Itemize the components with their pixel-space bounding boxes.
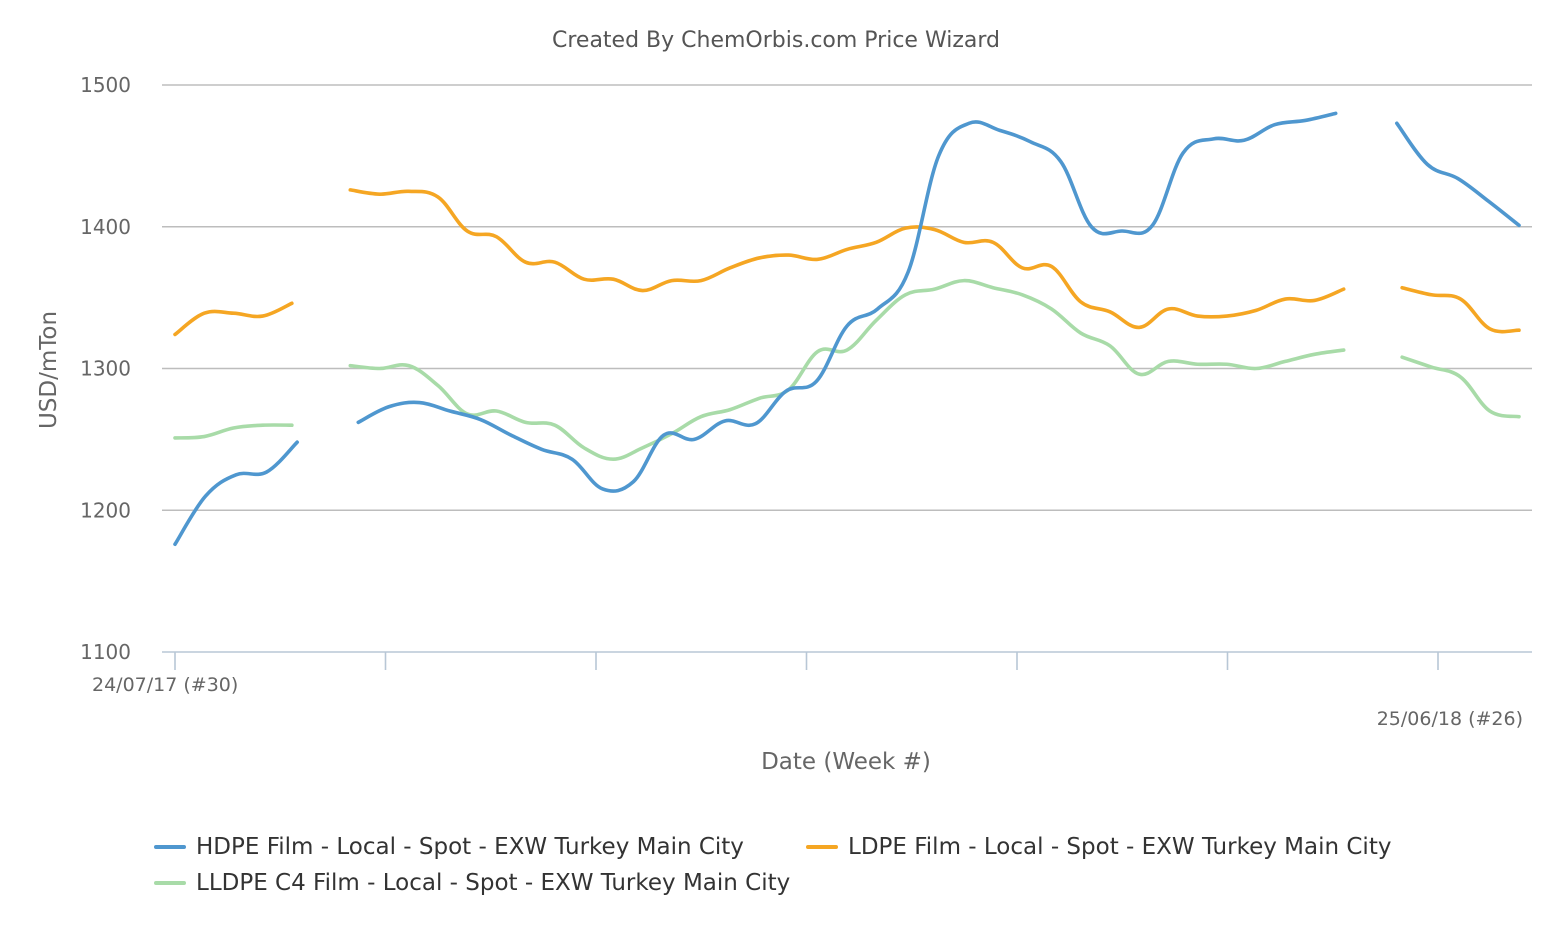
series-lines: [173, 111, 1521, 547]
y-tick-label: 1200: [80, 498, 131, 522]
series-line-2-segment-1: [348, 278, 1346, 462]
series-line-0-segment-1: [356, 111, 1338, 493]
legend-swatch-ldpe: [806, 845, 838, 849]
series-line-2-segment-0: [173, 423, 294, 440]
x-axis-title: Date (Week #): [761, 749, 931, 775]
chart-title: Created By ChemOrbis.com Price Wizard: [551, 28, 1000, 53]
series-line-1-segment-0: [173, 301, 294, 337]
y-tick-labels: 1100 1200 1300 1400 1500: [80, 73, 131, 664]
legend-swatch-hdpe: [154, 845, 186, 849]
legend-item-ldpe[interactable]: LDPE Film - Local - Spot - EXW Turkey Ma…: [806, 834, 1391, 860]
x-axis: [162, 651, 1532, 670]
x-start-label: 24/07/17 (#30): [92, 674, 238, 696]
y-tick-label: 1300: [80, 357, 131, 381]
legend-item-hdpe[interactable]: HDPE Film - Local - Spot - EXW Turkey Ma…: [154, 834, 744, 860]
y-tick-label: 1500: [80, 73, 131, 97]
y-axis-title: USD/mTon: [36, 311, 62, 429]
series-line-1-segment-2: [1400, 285, 1521, 334]
legend-label-ldpe: LDPE Film - Local - Spot - EXW Turkey Ma…: [848, 834, 1392, 860]
legend-label-lldpe: LLDPE C4 Film - Local - Spot - EXW Turke…: [196, 870, 791, 896]
legend-swatch-lldpe: [154, 881, 186, 885]
series-line-0-segment-2: [1395, 121, 1521, 228]
x-end-label: 25/06/18 (#26): [1377, 708, 1523, 730]
legend-item-lldpe[interactable]: LLDPE C4 Film - Local - Spot - EXW Turke…: [154, 870, 790, 896]
series-line-2-segment-2: [1400, 355, 1521, 419]
legend-label-hdpe: HDPE Film - Local - Spot - EXW Turkey Ma…: [196, 834, 744, 860]
y-tick-label: 1100: [80, 640, 131, 664]
series-line-1-segment-1: [348, 188, 1346, 330]
series-line-0-segment-0: [173, 440, 299, 547]
y-tick-label: 1400: [80, 215, 131, 239]
